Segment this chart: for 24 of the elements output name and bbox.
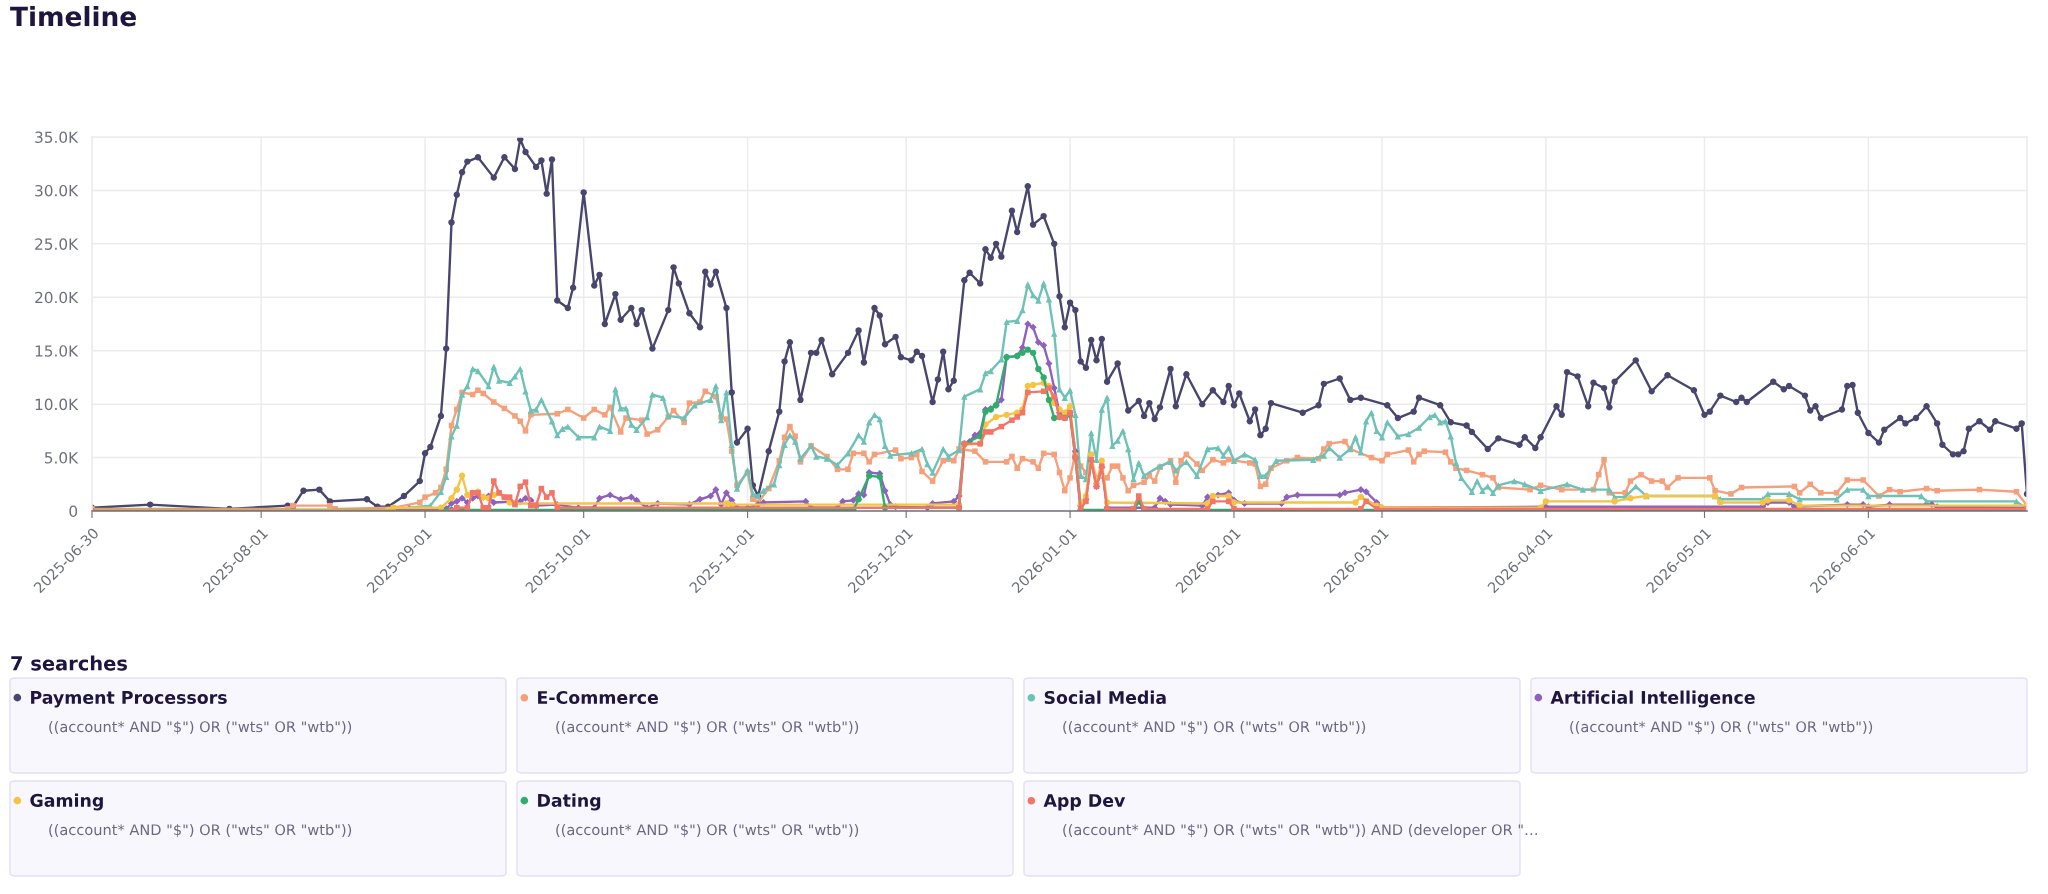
legend-label: Artificial Intelligence xyxy=(1550,690,1755,708)
y-tick-label: 25.0K xyxy=(35,238,79,250)
y-tick-label: 10.0K xyxy=(35,398,79,411)
text: ((account* AND "$") OR ("wts" OR "wtb")) xyxy=(49,823,352,838)
text: ((account* AND "$") OR ("wts" OR "wtb")) xyxy=(49,720,352,735)
text: ((account* AND "$") OR ("wts" OR "wtb")) AND (developer OR "… xyxy=(1063,823,1537,839)
y-tick-label: 30.0K xyxy=(35,184,79,197)
legend-label: App Dev xyxy=(1043,794,1126,811)
legend-title: 7 searches xyxy=(11,655,127,671)
text: ((account* AND "$") OR ("wts" OR "wtb")) xyxy=(556,720,859,735)
legend-label: Payment Processors xyxy=(31,691,227,708)
text: ((account* AND "$") OR ("wts" OR "wtb")) xyxy=(1570,720,1873,735)
chart-title: Timeline xyxy=(10,6,136,27)
y-tick-label: 35.0K xyxy=(35,131,79,144)
legend-label: E-Commerce xyxy=(538,690,658,705)
text: ((account* AND "$") OR ("wts" OR "wtb")) xyxy=(556,823,859,838)
y-tick-label: 20.0K xyxy=(35,291,79,304)
legend-label: Gaming xyxy=(30,793,103,811)
legend-label: Dating xyxy=(538,793,601,811)
legend-label: Social Media xyxy=(1044,690,1166,705)
y-tick-label: 5.0K xyxy=(44,452,79,464)
text: ((account* AND "$") OR ("wts" OR "wtb")) xyxy=(1063,720,1366,735)
y-tick-label: 0 xyxy=(69,505,78,518)
y-tick-label: 15.0K xyxy=(35,345,79,357)
